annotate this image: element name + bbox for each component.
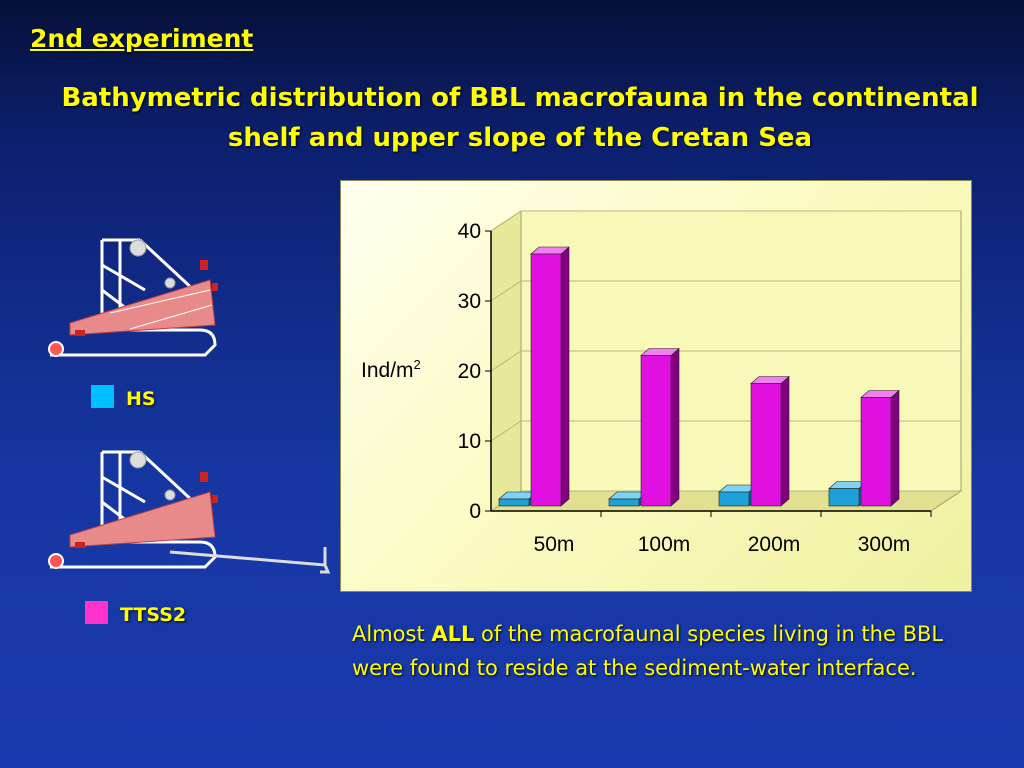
gridline-side	[490, 280, 522, 302]
bar-ttss2	[640, 355, 672, 507]
hs-sledge-illustration	[48, 238, 218, 357]
slide-label: 2nd experiment	[30, 24, 254, 53]
caption-emphasis: ALL	[431, 622, 475, 646]
bar-hs	[718, 491, 750, 507]
x-tick-label: 50m	[534, 533, 575, 556]
bar-hs	[608, 498, 640, 507]
ttss2-legend-swatch	[85, 601, 108, 624]
bar-side-ttss2	[560, 246, 570, 507]
gridline-side	[490, 420, 522, 442]
caption: Almost ALL of the macrofaunal species li…	[352, 622, 944, 680]
y-axis-label: Ind/m2	[361, 357, 421, 382]
chart-panel: 0 10 20 30 40 50m 100m 200m 300m Ind/m2	[340, 180, 972, 592]
bar-hs	[498, 498, 530, 507]
bar-ttss2	[860, 397, 892, 507]
title-line-1: Bathymetric distribution of BBL macrofau…	[61, 83, 979, 113]
bar-hs	[828, 488, 860, 507]
ttss2-legend-label: TTSS2	[120, 604, 187, 626]
title-line-2: shelf and upper slope of the Cretan Sea	[227, 123, 813, 153]
x-tick-label: 200m	[748, 533, 801, 556]
bar-side-ttss2	[780, 375, 790, 507]
bar-ttss2	[530, 253, 562, 507]
bar-side-ttss2	[890, 389, 900, 507]
hs-legend-label: HS	[126, 388, 156, 410]
gridline-side	[490, 210, 522, 232]
y-tick-label: 40	[458, 220, 481, 243]
hs-legend-swatch	[91, 385, 114, 408]
bar-ttss2	[750, 383, 782, 507]
y-tick-label: 0	[469, 500, 481, 523]
ttss2-sledge-illustration	[48, 450, 331, 574]
bar-chart: 0 10 20 30 40 50m 100m 200m 300m	[458, 210, 963, 556]
y-tick-label: 10	[458, 430, 481, 453]
gridline-side	[490, 350, 522, 372]
bar-side-ttss2	[670, 347, 680, 507]
x-tick-label: 300m	[858, 533, 911, 556]
slide-title: Bathymetric distribution of BBL macrofau…	[40, 78, 1000, 158]
y-tick-label: 20	[458, 360, 481, 383]
y-tick-label: 30	[458, 290, 481, 313]
x-tick-label: 100m	[638, 533, 691, 556]
